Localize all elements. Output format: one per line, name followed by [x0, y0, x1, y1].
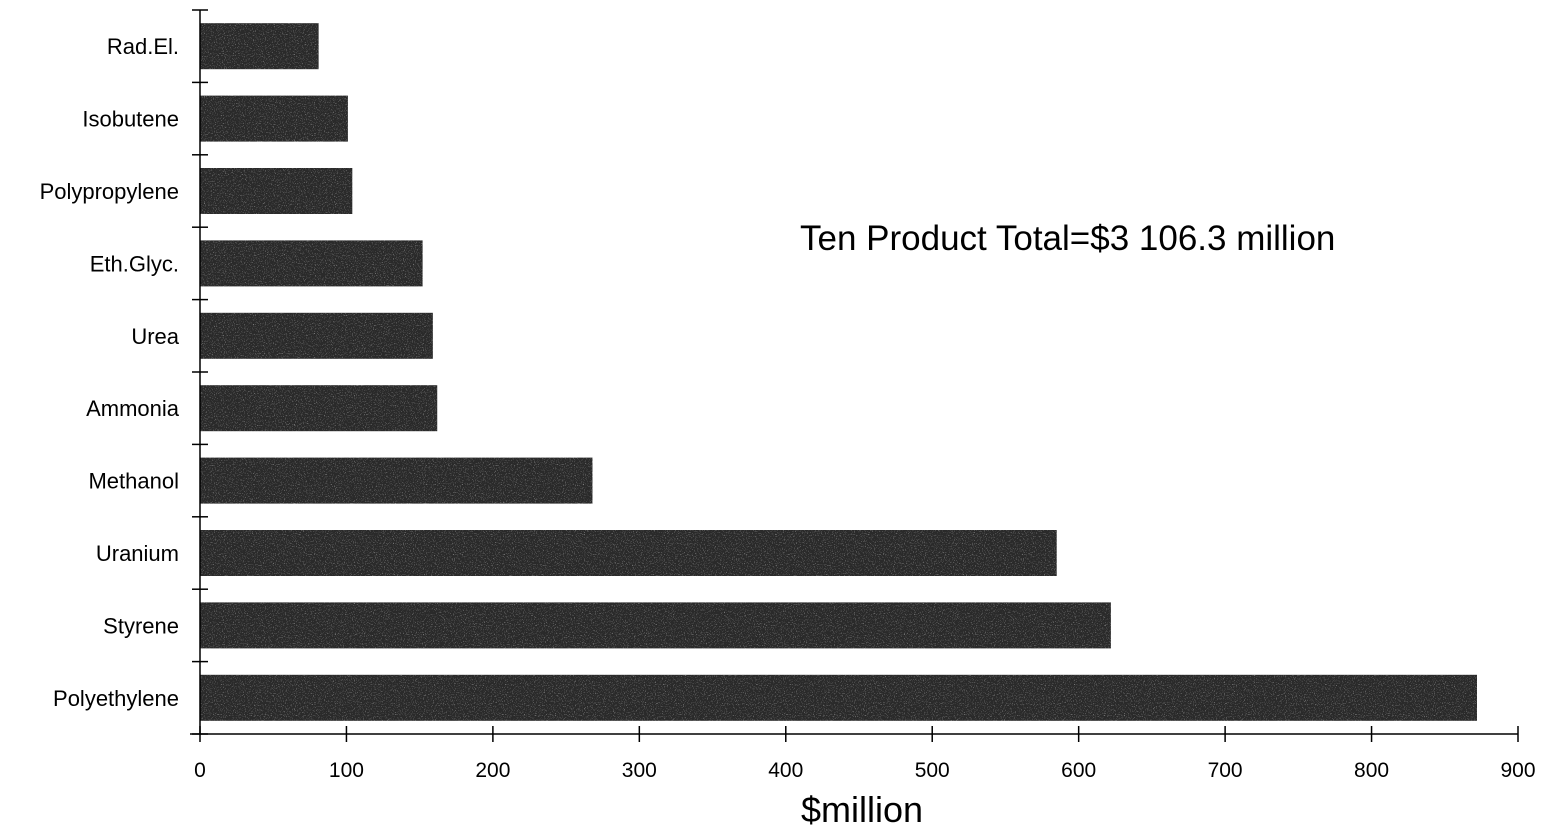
category-label: Polyethylene	[53, 686, 179, 711]
total-annotation: Ten Product Total=$3 106.3 million	[800, 219, 1335, 258]
bar	[200, 240, 423, 287]
x-axis-label: $million	[801, 789, 923, 829]
x-tick-label: 400	[768, 759, 803, 782]
category-labels: Rad.El. Isobutene Polypropylene Eth.Glyc. Ur…	[40, 34, 180, 711]
bar	[200, 312, 433, 359]
category-label: Isobutene	[82, 107, 179, 132]
x-tick-label: 900	[1500, 759, 1535, 782]
x-ticks: 0 100 200 300 400 500 600 700 800 900	[194, 726, 1536, 782]
x-tick-label: 0	[194, 759, 206, 782]
bar	[200, 457, 593, 504]
bar	[200, 530, 1057, 576]
x-tick-label: 300	[622, 759, 657, 782]
category-label: Rad.El.	[107, 34, 179, 59]
category-label: Ammonia	[86, 396, 180, 421]
x-tick-label: 200	[475, 759, 510, 782]
bar	[200, 168, 353, 214]
x-tick-label: 500	[915, 759, 950, 782]
category-label: Eth.Glyc.	[90, 251, 179, 276]
bar	[200, 385, 438, 432]
category-label: Uranium	[96, 541, 179, 566]
bars	[200, 23, 1477, 721]
x-tick-label: 100	[329, 759, 364, 782]
x-tick-label: 600	[1061, 759, 1096, 782]
category-label: Styrene	[103, 613, 179, 638]
bar	[200, 95, 348, 142]
category-label: Polypropylene	[40, 179, 179, 204]
bar	[200, 23, 319, 70]
x-tick-label: 700	[1208, 759, 1243, 782]
bar	[200, 674, 1477, 721]
category-label: Urea	[131, 324, 179, 349]
bar	[200, 602, 1111, 649]
x-tick-label: 800	[1354, 759, 1389, 782]
category-label: Methanol	[88, 469, 179, 494]
